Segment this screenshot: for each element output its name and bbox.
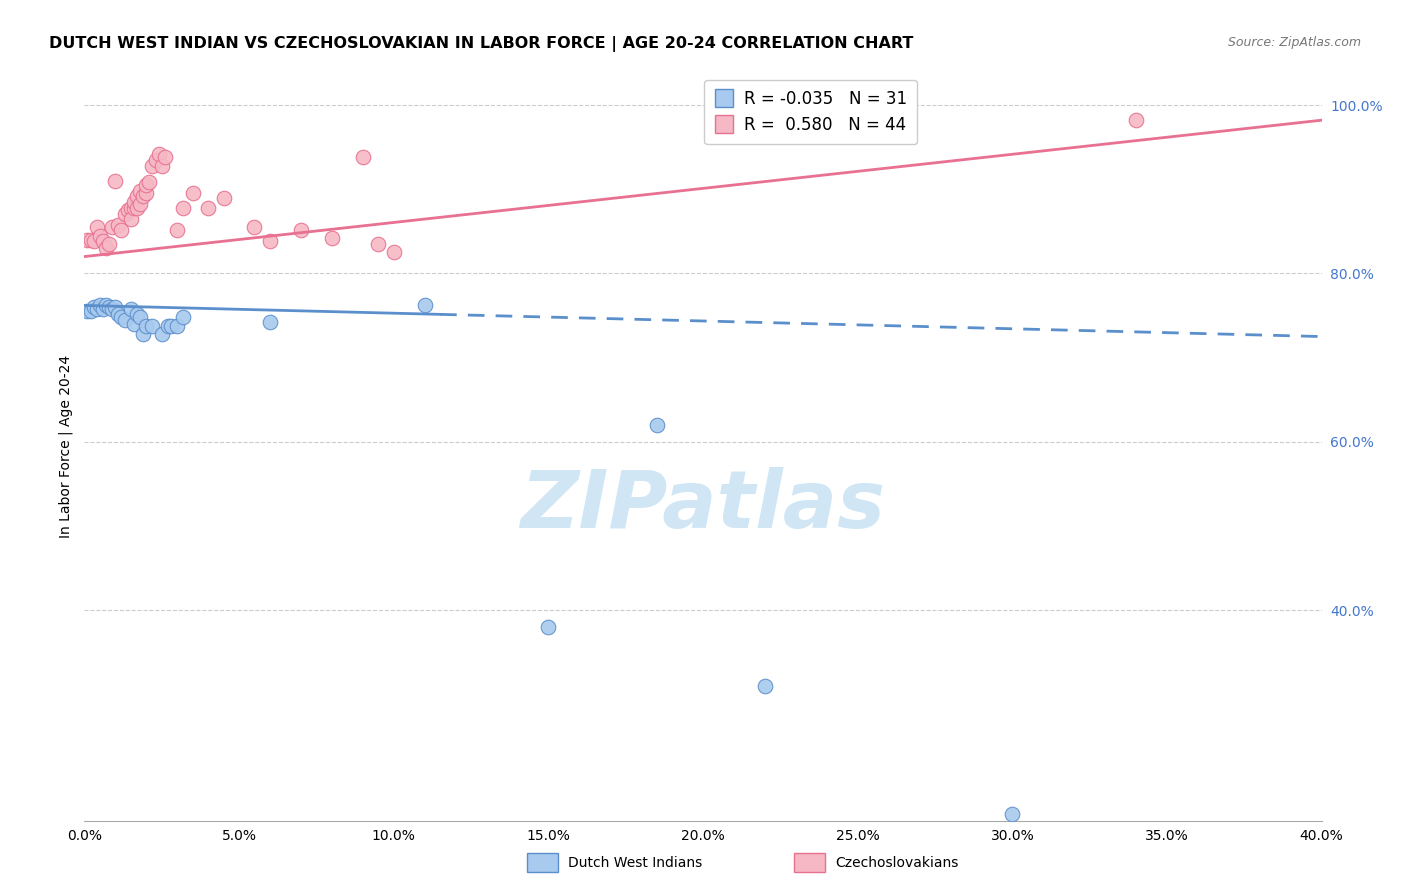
Point (243, 220, 266, 235)
Point (150, 326, 173, 341)
Point (135, 186, 157, 201)
Point (83, 235, 105, 249)
Point (413, 298, 436, 312)
Point (120, 201, 142, 215)
Point (101, 220, 124, 235)
Point (110, 310, 132, 325)
Point (141, 318, 163, 333)
Text: ZIPatlas: ZIPatlas (520, 467, 886, 545)
Point (645, 417, 668, 432)
Text: Czechoslovakians: Czechoslovakians (835, 855, 959, 870)
Point (754, 679, 776, 693)
Point (76, 304, 98, 318)
Point (86, 220, 108, 235)
Point (122, 317, 145, 331)
Point (132, 326, 155, 341)
Point (148, 146, 170, 161)
Point (107, 307, 129, 321)
Point (101, 301, 124, 316)
Point (181, 186, 204, 201)
Point (125, 307, 148, 321)
Point (1001, 806, 1024, 821)
Point (122, 201, 145, 215)
Point (129, 310, 152, 325)
Point (110, 222, 132, 236)
Point (172, 201, 194, 215)
Point (352, 150, 374, 164)
Point (367, 236, 389, 251)
Point (120, 211, 142, 226)
Point (125, 189, 148, 203)
Point (76, 233, 98, 247)
Point (321, 231, 343, 245)
Point (197, 201, 219, 215)
Text: DUTCH WEST INDIAN VS CZECHOSLOVAKIAN IN LABOR FORCE | AGE 20-24 CORRELATION CHAR: DUTCH WEST INDIAN VS CZECHOSLOVAKIAN IN … (49, 36, 914, 52)
Point (382, 245, 405, 260)
Point (132, 189, 155, 203)
Point (114, 207, 136, 221)
Point (156, 318, 179, 333)
Point (212, 191, 235, 205)
Point (1125, 113, 1147, 128)
Point (153, 150, 176, 164)
Point (117, 203, 139, 218)
Point (104, 300, 127, 314)
Text: Source: ZipAtlas.com: Source: ZipAtlas.com (1227, 36, 1361, 49)
Point (91, 301, 114, 316)
Point (166, 318, 188, 333)
Point (135, 318, 157, 333)
Point (141, 159, 163, 173)
Point (98, 236, 121, 251)
Point (259, 235, 281, 249)
Point (166, 222, 188, 236)
Point (290, 222, 312, 236)
Point (150, 159, 173, 173)
Point (98, 300, 121, 314)
Point (125, 201, 148, 215)
Point (94, 298, 117, 312)
Point (104, 174, 127, 188)
Point (145, 153, 167, 167)
Point (114, 312, 136, 326)
Point (537, 620, 560, 634)
Legend: R = -0.035   N = 31, R =  0.580   N = 44: R = -0.035 N = 31, R = 0.580 N = 44 (704, 79, 917, 144)
Point (83, 300, 105, 314)
Point (122, 194, 145, 209)
Point (129, 197, 152, 211)
Point (89, 228, 111, 243)
Point (79, 233, 101, 247)
Point (129, 184, 152, 198)
Point (120, 301, 142, 316)
Point (135, 178, 157, 192)
Point (89, 298, 111, 312)
Text: Dutch West Indians: Dutch West Indians (568, 855, 702, 870)
Point (160, 318, 183, 333)
Y-axis label: In Labor Force | Age 20-24: In Labor Force | Age 20-24 (59, 354, 73, 538)
Point (94, 241, 117, 255)
Point (107, 218, 129, 232)
Point (86, 301, 108, 316)
Point (91, 235, 114, 249)
Point (79, 304, 101, 318)
Point (138, 176, 160, 190)
Point (259, 315, 281, 329)
Point (172, 310, 194, 325)
